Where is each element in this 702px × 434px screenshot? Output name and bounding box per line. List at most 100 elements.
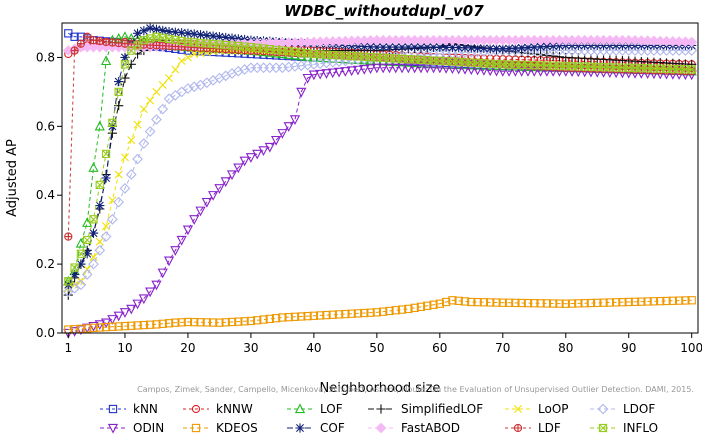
x-tick-label: 10 (117, 341, 132, 355)
series-point (63, 290, 73, 300)
x-tick-label: 1 (64, 341, 72, 355)
series-point (83, 324, 92, 333)
legend-item-ldf: LDF (505, 421, 561, 434)
legend-marker (375, 422, 387, 434)
series-point (366, 308, 375, 317)
series-point (435, 42, 445, 52)
series-point (138, 294, 149, 305)
series-point (422, 42, 432, 52)
series-point (100, 231, 112, 242)
y-axis-label: Adjusted AP (5, 139, 20, 217)
series-point (95, 323, 104, 332)
legend-marker (513, 423, 523, 433)
series-point (467, 297, 476, 307)
x-tick-label: 60 (432, 341, 447, 355)
series-point (145, 287, 156, 298)
series-point (151, 24, 162, 34)
series-point (303, 311, 312, 321)
series-point (321, 69, 332, 79)
series-point (561, 299, 570, 308)
series-point (233, 163, 244, 174)
series-point (523, 42, 533, 53)
series-point (333, 67, 345, 78)
plot-area (62, 23, 698, 339)
series-point (308, 70, 319, 81)
series-point (75, 325, 87, 336)
series-point (221, 318, 230, 327)
series-point (139, 105, 148, 114)
series-point (504, 298, 514, 307)
series-point (94, 120, 105, 131)
legend-item-ldof: LDOF (590, 402, 655, 416)
series-point (81, 269, 93, 280)
series-point (611, 298, 621, 307)
series-point (246, 316, 256, 326)
series-point (119, 308, 131, 318)
series-point (214, 184, 225, 194)
series-point (226, 170, 238, 181)
series-inflo (64, 32, 696, 286)
series-point (397, 305, 407, 314)
series-point (177, 56, 186, 65)
series-point (95, 180, 104, 190)
series-point (88, 258, 99, 270)
series-point (208, 31, 218, 41)
series-point (170, 246, 181, 256)
series-point (133, 321, 142, 330)
series-point (416, 302, 426, 311)
legend-item-odin: ODIN (100, 421, 164, 434)
y-tick-label: 0.8 (36, 50, 55, 64)
legend-marker (294, 403, 306, 414)
series-point (146, 320, 155, 329)
series-point (649, 297, 659, 306)
series-point (127, 136, 136, 145)
series-point (101, 173, 111, 183)
series-point (94, 244, 106, 256)
series-point (152, 320, 161, 329)
series-point (687, 65, 696, 74)
series-point (365, 42, 376, 52)
series-point (315, 69, 326, 80)
legend: kNN kNNW LOF SimplifiedLOF LoOP LDOF ODIN KDEOS… (100, 402, 658, 434)
series-point (353, 309, 363, 318)
series-point (215, 318, 224, 327)
legend-label: kNN (133, 402, 158, 416)
series-point (554, 52, 565, 62)
y-tick-label: 0.2 (36, 257, 55, 271)
series-point (687, 296, 696, 305)
series-point (120, 153, 129, 162)
series-point (605, 298, 614, 307)
series-point (183, 53, 192, 62)
series-point (352, 65, 364, 76)
series-simplifiedlof (63, 39, 697, 300)
series-point (114, 76, 124, 87)
x-tick-label: 50 (369, 341, 384, 355)
series-point (504, 43, 514, 54)
legend-marker (107, 423, 119, 434)
series-point (384, 42, 395, 52)
series-point (133, 120, 142, 129)
series-point (126, 304, 137, 315)
series-point (165, 74, 174, 83)
series-point (146, 96, 155, 105)
series-point (404, 304, 413, 314)
series-point (554, 41, 565, 51)
series-point (177, 28, 187, 38)
series-point (88, 321, 99, 332)
series-point (76, 39, 86, 48)
series-point (100, 55, 112, 66)
series-point (686, 36, 698, 48)
legend-marker (295, 423, 305, 433)
series-point (245, 153, 257, 163)
series-point (221, 32, 231, 43)
series-point (106, 213, 118, 225)
series-point (498, 298, 507, 307)
series-point (486, 298, 495, 307)
series-point (542, 299, 552, 308)
series-point (485, 43, 495, 54)
series-point (511, 298, 520, 308)
series-point (517, 43, 527, 53)
series-point (360, 308, 369, 318)
series-point (108, 322, 117, 331)
legend-label: SimplifiedLOF (401, 402, 483, 416)
